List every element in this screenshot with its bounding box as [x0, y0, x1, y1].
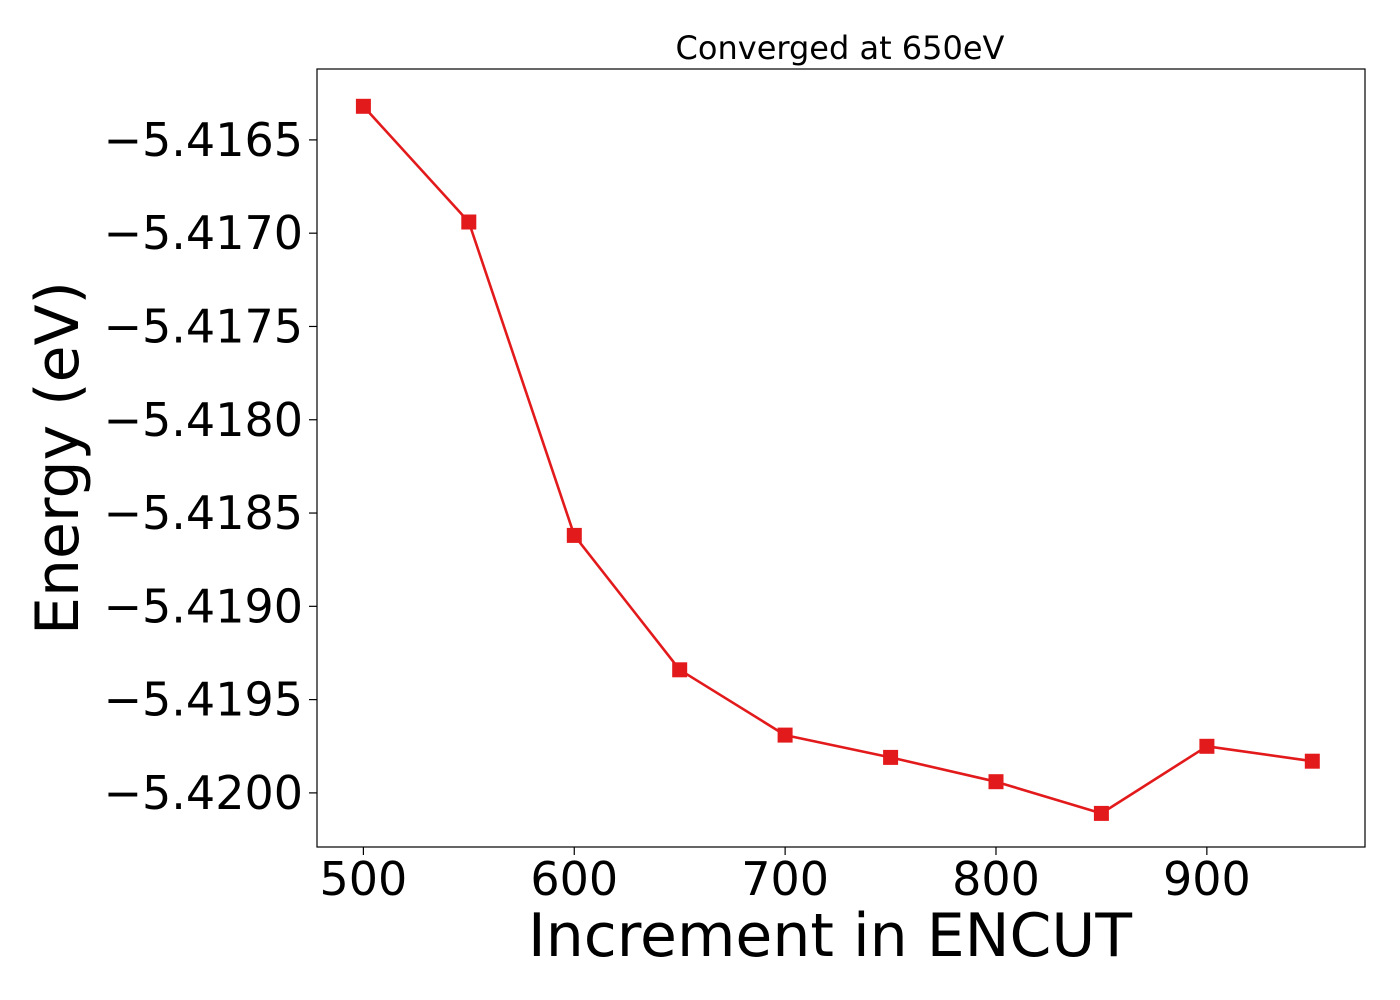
x-tick-label: 800 — [952, 852, 1040, 906]
data-point-marker — [355, 98, 371, 114]
y-tick-label: −5.4185 — [104, 486, 304, 540]
x-tick-label: 600 — [530, 852, 618, 906]
data-point-marker — [883, 749, 899, 765]
data-point-marker — [1199, 738, 1215, 754]
y-tick-label: −5.4170 — [104, 206, 304, 260]
series-line — [362, 105, 1313, 815]
data-point-marker — [1093, 805, 1109, 821]
data-point-marker — [988, 774, 1004, 790]
data-point-marker — [461, 214, 477, 230]
x-tick-label: 500 — [319, 852, 407, 906]
y-tick-label: −5.4200 — [104, 766, 304, 820]
data-series — [355, 98, 1320, 821]
x-tick-label: 900 — [1163, 852, 1251, 906]
data-point-marker — [777, 727, 793, 743]
y-tick-label: −5.4190 — [104, 579, 304, 633]
y-axis-label: Energy (eV) — [23, 281, 93, 635]
chart-title: Converged at 650eV — [676, 29, 1005, 67]
axes: 500 600 700 800 900 −5.4165 −5.4170 −5.4175 −5.4… — [104, 68, 1366, 906]
data-point-marker — [566, 527, 582, 543]
plot-frame — [316, 68, 1366, 848]
y-tick-label: −5.4165 — [104, 113, 304, 167]
y-tick-label: −5.4175 — [104, 299, 304, 353]
x-axis-label: Increment in ENCUT — [528, 901, 1132, 971]
y-tick-label: −5.4195 — [104, 673, 304, 727]
x-tick-label: 700 — [741, 852, 829, 906]
y-tick-label: −5.4180 — [104, 393, 304, 447]
data-point-marker — [1304, 753, 1320, 769]
data-point-marker — [672, 662, 688, 678]
